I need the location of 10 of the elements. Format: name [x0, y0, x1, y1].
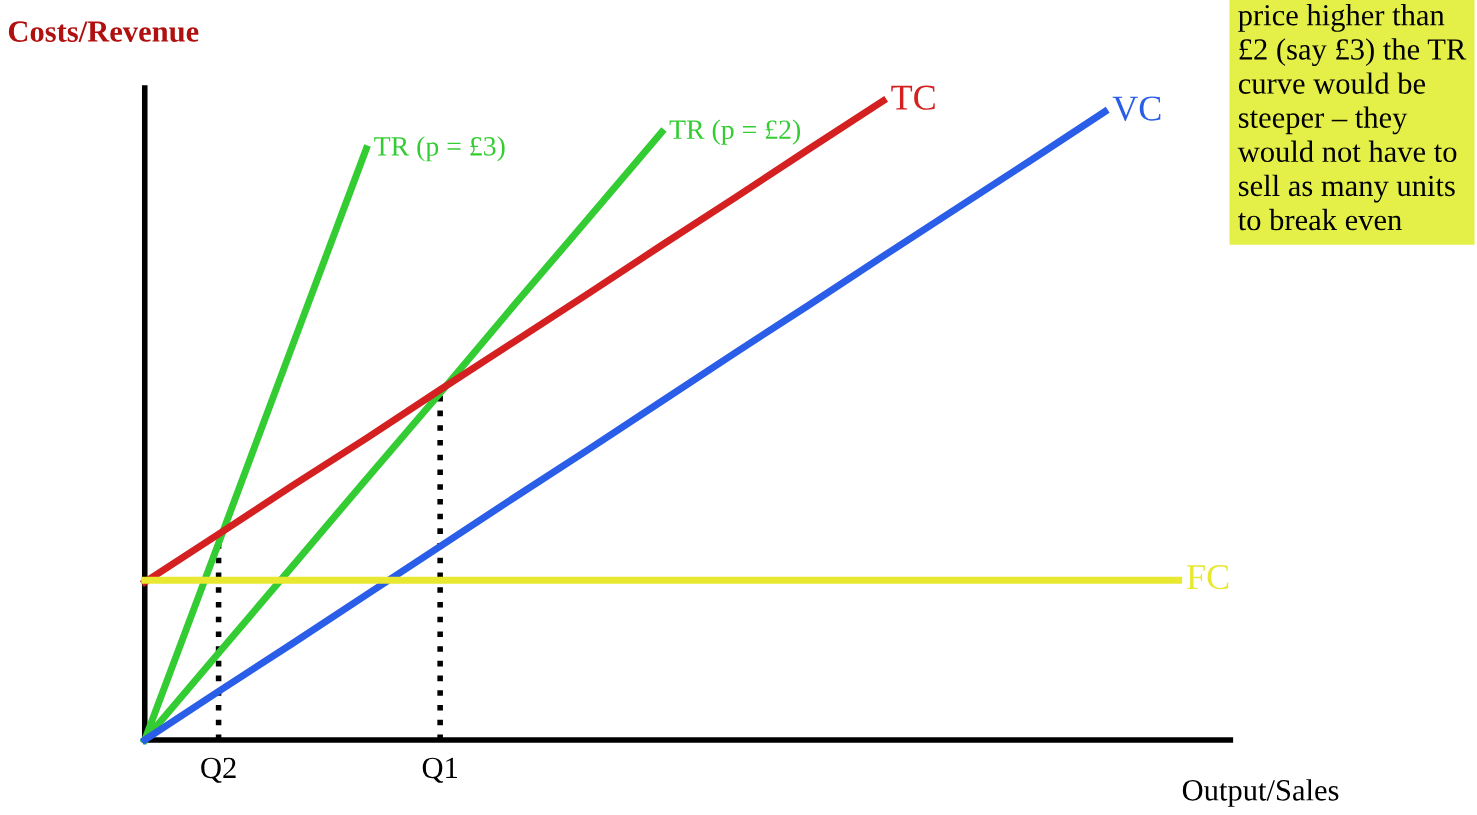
text: price higher than £2 (say £3) the TR curve would be steeper – they would not have to sell as many units to break even [1237, 4, 1467, 231]
series-label: VC [1112, 96, 1161, 121]
x-tick-label: Q1 [422, 757, 457, 783]
x-axis-title: Output/Sales [1182, 779, 1339, 807]
series-label: TR (p = £2) [669, 119, 801, 145]
series-label: TC [891, 85, 935, 110]
x-tick-label: Q2 [201, 757, 236, 783]
series-label: TR (p = £3) [374, 136, 505, 162]
y-axis-title: Costs/Revenue [8, 21, 199, 42]
series-label: FC [1187, 564, 1229, 590]
